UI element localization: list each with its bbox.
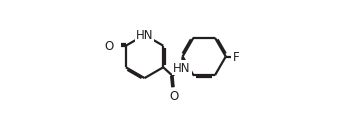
Text: F: F <box>233 51 239 63</box>
Text: HN: HN <box>136 29 153 42</box>
Text: O: O <box>169 90 178 103</box>
Text: O: O <box>104 40 113 53</box>
Text: HN: HN <box>173 61 191 74</box>
